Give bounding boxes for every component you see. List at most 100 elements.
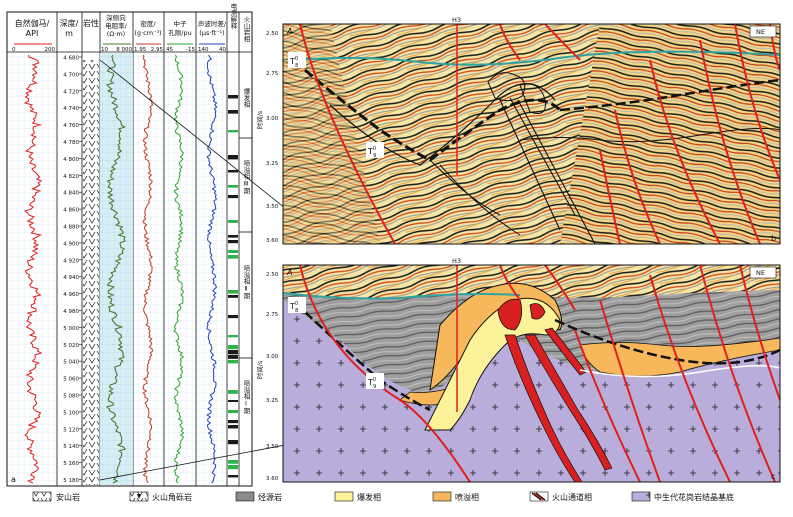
depth-label: 5 100 [63, 410, 79, 416]
depth-label: 4 860 [63, 208, 79, 214]
den-title: 密度/ [140, 19, 156, 28]
depth-label: 4 680 [63, 56, 79, 62]
depth-label: 4 700 [63, 72, 79, 78]
depth-label: 4 980 [63, 309, 79, 315]
b-tick-325: 3.25 [266, 161, 279, 167]
resistivity-curve [105, 54, 127, 484]
neu-unit: 孔隙/pu [168, 28, 191, 37]
explosive-facies-swatch-icon [334, 491, 354, 502]
panel-letter-c: c [771, 472, 775, 481]
lithology-title: 岩性 [83, 18, 99, 28]
sonic-scale-min: 140 [198, 47, 209, 53]
effusive-facies-swatch-icon [432, 491, 452, 502]
res-title2: 电阻率/ [105, 21, 128, 30]
c-tick-360: 3.60 [266, 476, 279, 482]
den-scale-max: 2.95 [151, 47, 164, 53]
res-scale-min: 10 [101, 47, 108, 53]
andesite-pattern-icon [32, 491, 52, 502]
gr-title: 自然伽马/ [15, 18, 50, 28]
gr-scale-min: 0 [12, 47, 16, 53]
res-title: 深侧向 [106, 13, 126, 22]
legend-label-effusive: 喷溢相 [455, 492, 479, 502]
legend-label-breccia: 火山角砾岩 [152, 492, 192, 502]
volcanic-breccia-pattern-icon [129, 491, 149, 502]
c-tick-250: 2.50 [266, 272, 279, 278]
c-tick-350: 3.50 [266, 444, 279, 450]
panel-letter-b: b [771, 234, 776, 243]
b-direction-ne: NE [756, 28, 765, 36]
depth-label: 5 120 [63, 427, 79, 433]
neu-title: 中子 [174, 19, 188, 28]
volcanic-conduit-swatch-icon [529, 491, 549, 502]
source-rock-swatch-icon [235, 491, 255, 502]
b-tick-300: 3.00 [266, 116, 279, 122]
b-tick-360: 3.60 [266, 238, 279, 244]
granite-basement-swatch-icon [631, 491, 651, 502]
seismic-section-top: 2.50 2.75 3.00 3.25 3.50 3.60 时间/s A NE … [255, 16, 781, 245]
c-tick-300: 3.00 [266, 354, 279, 360]
depth-label: 4 720 [63, 89, 79, 95]
c-direction-ne: NE [756, 269, 765, 277]
b-horizon-t8: T0 8 [289, 56, 298, 69]
b-tick-350: 3.50 [266, 204, 279, 210]
sonic-title: 声波时差/ [198, 19, 227, 28]
depth-label: 5 060 [63, 377, 79, 383]
c-horizon-t9: T0 9 [367, 377, 376, 390]
electrical-interpretation-column [228, 95, 238, 478]
sonic-curve [206, 54, 218, 484]
interpreted-section-bottom: 2.50 2.75 3.00 3.25 3.50 3.60 时间/s A NE … [255, 257, 781, 483]
legend-label-source-rock: 烃源岩 [258, 492, 282, 502]
neutron-curve [173, 54, 185, 484]
neu-scale-max: -15 [186, 47, 195, 53]
depth-label: 5 180 [63, 478, 79, 484]
depth-label: 4 840 [63, 191, 79, 197]
well-log-panel: 自然伽马/ API 0 200 深度/ m 岩性 深侧向 电阻率/ (Ω·m) … [6, 2, 253, 487]
depth-unit: m [65, 29, 73, 38]
den-scale-min: 1.95 [134, 47, 147, 53]
depth-label: 4 960 [63, 292, 79, 298]
depth-label: 4 900 [63, 241, 79, 247]
c-time-axis-label: 时间/s [255, 360, 264, 379]
depth-scale: 4 680 4 700 4 720 4 740 4 760 4 780 4 800 4 820… [63, 56, 82, 484]
depth-label: 4 740 [63, 106, 79, 112]
depth-label: 4 920 [63, 258, 79, 264]
depth-label: 5 000 [63, 326, 79, 332]
depth-label: 5 040 [63, 360, 79, 366]
depth-title: 深度/ [60, 18, 79, 28]
depth-label: 4 800 [63, 157, 79, 163]
res-unit: (Ω·m) [107, 30, 125, 38]
legend-label-basement: 中生代花岗岩结晶基底 [654, 492, 734, 502]
c-tick-325: 3.25 [266, 398, 279, 404]
legend: 安山岩 火山角砾岩 烃源岩 爆发相 喷溢相 火山通道相 中生代花岗岩结晶基底 [32, 491, 734, 502]
depth-label: 4 880 [63, 225, 79, 231]
panel-letter-a: a [11, 475, 16, 484]
den-unit: (g·cm⁻³) [134, 29, 161, 37]
b-tick-275: 2.75 [266, 71, 279, 77]
b-horizon-t9: T0 9 [367, 146, 376, 159]
legend-label-conduit: 火山通道相 [552, 492, 592, 502]
c-well-h3: H3 [452, 257, 461, 265]
facies-label-effusive-1: 喷溢相Ⅰ期 [242, 379, 250, 416]
depth-label: 4 760 [63, 123, 79, 129]
gamma-ray-curve [23, 54, 43, 484]
depth-label: 4 780 [63, 140, 79, 146]
b-tick-250: 2.50 [266, 31, 279, 37]
c-tick-275: 2.75 [266, 312, 279, 318]
res-scale-max: 8 000 [116, 47, 132, 53]
depth-label: 5 020 [63, 343, 79, 349]
depth-label: 5 140 [63, 444, 79, 450]
b-well-h3: H3 [452, 16, 461, 24]
depth-label: 5 160 [63, 461, 79, 467]
c-horizon-t8: T0 8 [289, 301, 298, 314]
facies-label-explosive: 爆发相 [242, 87, 250, 109]
legend-label-andesite: 安山岩 [56, 492, 80, 502]
lithology-column [83, 60, 99, 485]
depth-label: 5 080 [63, 394, 79, 400]
sonic-unit: (μs·ft⁻¹) [199, 29, 224, 37]
c-corner-letter: A [286, 268, 292, 277]
depth-label: 4 940 [63, 275, 79, 281]
neu-scale-min: 45 [166, 47, 173, 53]
gr-scale-max: 200 [45, 47, 56, 53]
